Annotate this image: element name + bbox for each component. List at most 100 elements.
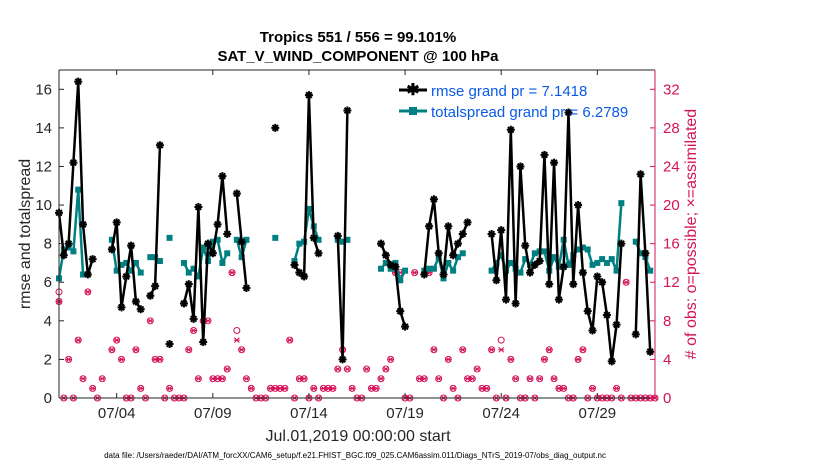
y-left-tick-label: 14 [35,120,52,137]
x-tick-label: 07/09 [194,405,232,422]
obs-assimilated-marker [195,375,202,382]
obs-assimilated-marker [445,356,452,363]
rmse-point [497,226,506,235]
y-right-tick-label: 24 [663,158,680,175]
x-tick-label: 07/29 [579,405,617,422]
rmse-point [526,268,535,277]
totalspread-point [459,250,466,257]
totalspread-point [219,259,226,266]
rmse-point [593,272,602,281]
totalspread-point [243,236,250,243]
legend-rmse-label: rmse grand pr = 7.1418 [431,83,587,100]
totalspread-point [70,248,77,255]
rmse-point [112,218,121,227]
rmse-point [636,170,645,179]
rmse-point [583,307,592,316]
rmse-point [199,338,208,347]
rmse-point [184,280,193,289]
obs-assimilated-marker [469,375,476,382]
rmse-point [646,347,655,356]
totalspread-point [128,267,135,274]
totalspread-point [402,267,409,274]
totalspread-point [378,265,385,272]
axes-layer [58,69,656,399]
obs-assimilated-marker [89,385,96,392]
rmse-point [463,218,472,227]
rmse-point [559,262,568,271]
totalspread-point [613,267,620,274]
obs-assimilated-marker [132,346,139,353]
obs-assimilated-marker [507,356,514,363]
totalspread-point [156,258,163,265]
rmse-point [439,270,448,279]
x-tick-label: 07/19 [386,405,424,422]
obs-assimilated-marker [238,346,245,353]
totalspread-point [575,246,582,253]
obs-assimilated-marker [190,327,197,334]
rmse-point [204,239,212,248]
rmse-point [304,91,313,100]
rmse-line-segment [182,174,229,344]
obs-assimilated-marker [166,385,173,392]
obs-assimilated-marker [99,375,106,382]
obs-assimilated-marker [156,356,163,363]
rmse-point [564,108,573,117]
y-right-tick-label: 16 [663,236,680,253]
rmse-point [598,278,607,287]
totalspread-point [454,254,461,261]
obs-assimilated-marker [488,346,495,353]
rmse-point [232,189,241,198]
rmse-point [314,249,323,258]
rmse-point [617,239,626,248]
y-left-tick-label: 0 [44,390,52,407]
obs-assimilated-marker [363,366,370,372]
rmse-point [189,314,198,323]
totalspread-point [132,259,139,266]
y-left-tick-label: 12 [35,158,52,175]
totalspread-point [584,246,591,253]
obs-assimilated-marker [80,375,87,382]
obs-assimilated-marker [474,366,481,372]
obs-assimilated-marker [281,385,288,392]
rmse-point [107,245,116,254]
totalspread-point [522,256,529,263]
totalspread-point [137,269,144,276]
totalspread-point [632,238,639,245]
rmse-point [179,299,188,308]
totalspread-point [507,259,514,266]
legend-spread-marker [409,107,417,115]
totalspread-point [426,265,433,272]
totalspread-point [498,252,505,259]
obs-assimilated-marker [498,346,505,353]
y-right-tick-label: 32 [663,81,680,98]
rmse-point [127,241,136,250]
obs-assimilated-marker [411,269,418,276]
rmse-point [578,268,587,277]
totalspread-point [589,261,596,268]
rmse-point [213,220,222,229]
totalspread-point [531,250,538,257]
totalspread-point [214,236,221,243]
rmse-point [487,230,496,238]
rmse-point [449,251,458,260]
obs-assimilated-marker [205,317,211,324]
totalspread-point [209,238,216,245]
totalspread-point [493,259,500,266]
rmse-point [208,249,217,258]
rmse-point [237,237,246,246]
x-tick-label: 07/24 [482,405,520,422]
obs-assimilated-marker [233,337,240,343]
totalspread-point [430,265,437,272]
totalspread-point [450,267,457,274]
totalspread-point [113,267,120,274]
y-left-tick-label: 10 [35,197,52,214]
obs-assimilated-marker [459,346,466,353]
y-left-tick-label: 2 [44,351,52,368]
rmse-point [444,222,453,231]
chart-title-line2: SAT_V_WIND_COMPONENT @ 100 hPa [217,48,499,65]
obs-assimilated-marker [310,385,317,392]
rmse-point [545,280,554,289]
totalspread-point [565,261,572,268]
obs-assimilated-marker [430,346,437,353]
